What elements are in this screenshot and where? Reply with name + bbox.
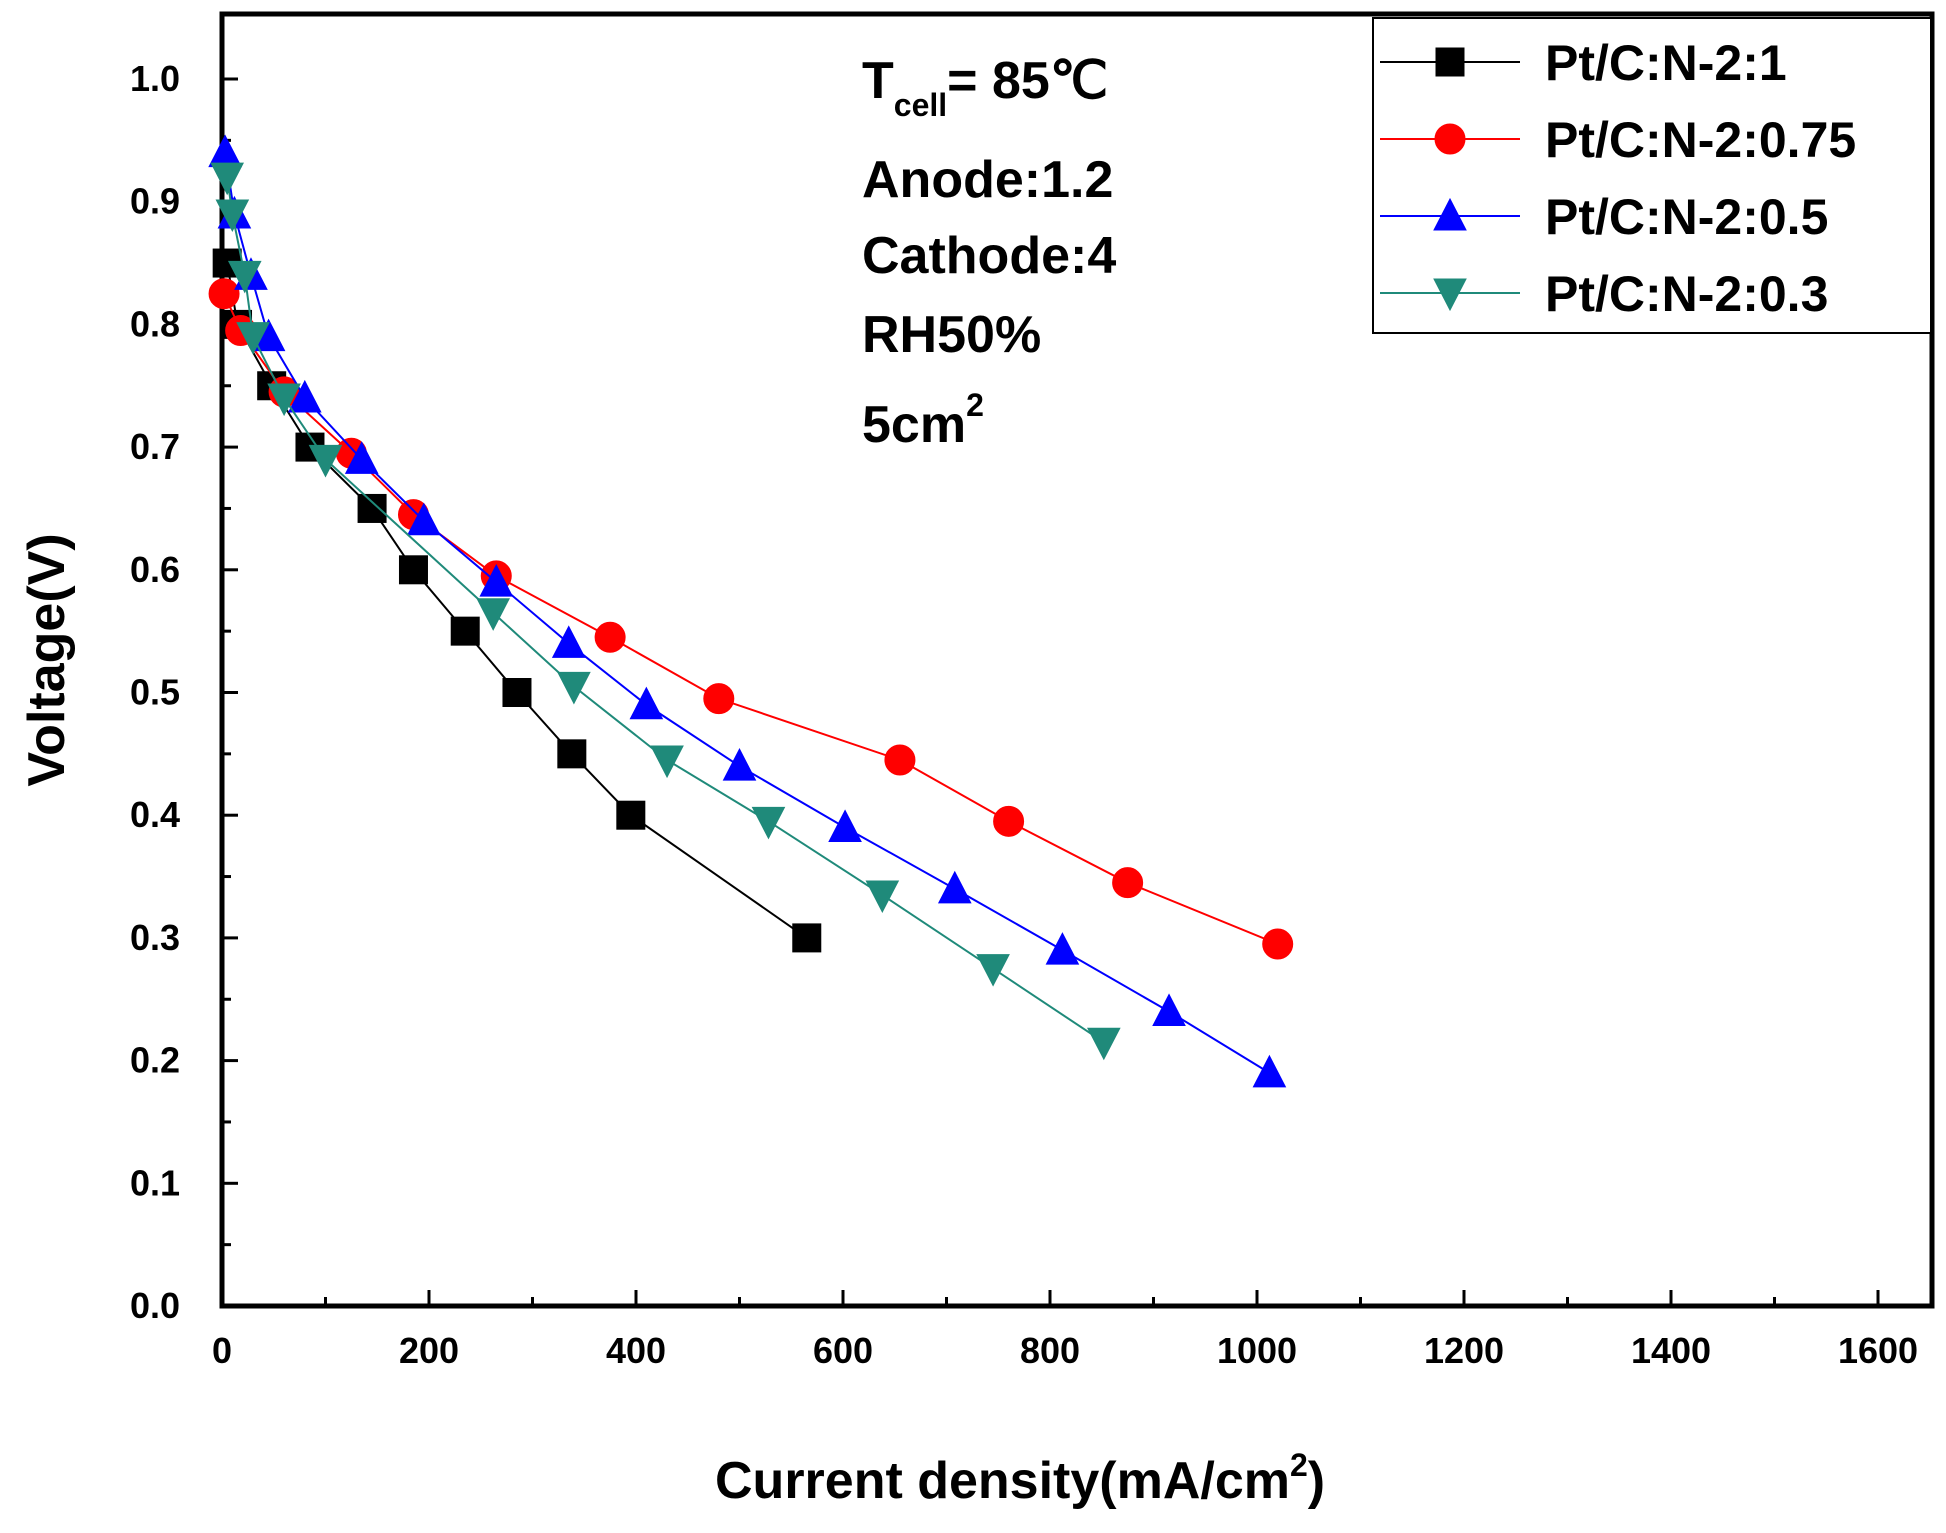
legend-item: Pt/C:N-2:0.3 — [1380, 266, 1828, 322]
x-tick-label: 800 — [1020, 1330, 1080, 1371]
data-point — [594, 621, 626, 653]
data-point — [208, 278, 240, 310]
data-point — [722, 748, 757, 781]
x-axis-title: Current density(mA/cm2) — [715, 1447, 1325, 1510]
plot-frame — [219, 11, 1935, 1309]
y-tick-label: 0.4 — [130, 794, 180, 835]
x-tick-label: 1000 — [1217, 1330, 1297, 1371]
legend-marker — [1434, 123, 1466, 155]
legend-item: Pt/C:N-2:0.75 — [1380, 112, 1856, 168]
x-tick-label: 200 — [399, 1330, 459, 1371]
series-line — [223, 293, 1279, 945]
data-point — [1262, 928, 1294, 960]
data-point — [792, 923, 822, 953]
x-tick-label: 600 — [813, 1330, 873, 1371]
x-tick-label: 1400 — [1631, 1330, 1711, 1371]
tcell-annotation: Tcell= 85℃ — [862, 52, 1108, 123]
data-point — [1045, 932, 1080, 965]
x-tick-label: 0 — [212, 1330, 232, 1371]
legend-item: Pt/C:N-2:1 — [1380, 35, 1787, 91]
data-point — [616, 800, 646, 830]
data-point — [357, 493, 387, 523]
data-point — [267, 383, 301, 417]
anode-annotation: Anode:1.2 — [862, 151, 1113, 209]
data-point — [227, 260, 262, 294]
data-point — [344, 441, 379, 474]
data-point — [450, 616, 480, 646]
y-tick-label: 1.0 — [130, 58, 180, 99]
data-point — [976, 954, 1010, 987]
series-line — [224, 152, 1270, 1074]
y-tick-label: 0.1 — [130, 1162, 180, 1203]
legend: Pt/C:N-2:1 Pt/C:N-2:0.75 Pt/C:N-2:0.5 Pt/C:… — [1372, 17, 1932, 334]
data-point — [208, 134, 242, 168]
data-point — [828, 809, 862, 842]
y-tick-label: 0.7 — [130, 426, 180, 467]
data-point — [884, 744, 916, 776]
x-tick-label: 400 — [606, 1330, 666, 1371]
data-point — [1112, 867, 1144, 899]
legend-label: Pt/C:N-2:0.5 — [1545, 189, 1828, 245]
legend-marker — [1435, 47, 1465, 77]
data-point — [650, 745, 684, 779]
legend-box — [1372, 17, 1932, 334]
series-layer — [208, 134, 1294, 1088]
x-axis-ticks: 0 200 400 600 800 1000 1200 1400 1600 — [212, 1290, 1918, 1371]
data-point — [407, 502, 441, 536]
series-2 — [208, 278, 1294, 960]
y-tick-label: 0.6 — [130, 549, 180, 590]
data-point — [215, 199, 250, 233]
legend-label: Pt/C:N-2:0.3 — [1545, 266, 1828, 322]
data-point — [993, 805, 1025, 837]
y-tick-label: 0.2 — [130, 1040, 180, 1081]
data-point — [287, 379, 322, 413]
data-point — [751, 806, 786, 840]
data-point — [479, 563, 514, 597]
rh-annotation: RH50% — [862, 306, 1041, 364]
data-point — [1252, 1054, 1287, 1088]
y-tick-label: 0.5 — [130, 672, 180, 713]
data-point — [308, 444, 343, 478]
data-point — [937, 870, 972, 904]
y-tick-label: 0.9 — [130, 181, 180, 222]
legend-marker — [1433, 278, 1467, 312]
x-tick-label: 1600 — [1838, 1330, 1918, 1371]
data-point — [502, 678, 532, 707]
legend-label: Pt/C:N-2:0.75 — [1545, 112, 1856, 168]
data-point — [703, 683, 735, 715]
data-point — [557, 671, 591, 705]
data-point — [557, 739, 587, 769]
series-4 — [210, 162, 1121, 1061]
data-point — [236, 322, 270, 355]
data-point — [1152, 993, 1186, 1027]
cathode-annotation: Cathode:4 — [862, 227, 1116, 285]
legend-marker — [1433, 197, 1467, 231]
y-axis-ticks: 0.0 0.1 0.2 0.3 0.4 0.5 0.6 0.7 0.8 0.9 1.0 — [130, 58, 238, 1326]
data-point — [1086, 1027, 1121, 1061]
data-point — [476, 598, 510, 631]
data-point — [398, 555, 428, 585]
area-annotation: 5cm2 — [862, 387, 984, 454]
data-point — [551, 625, 586, 658]
x-tick-label: 1200 — [1424, 1330, 1504, 1371]
data-point — [210, 162, 244, 196]
data-point — [629, 686, 664, 720]
legend-item: Pt/C:N-2:0.5 — [1380, 189, 1828, 245]
conditions-annotation: Tcell= 85℃ Anode:1.2 Cathode:4 RH50% 5cm… — [862, 52, 1116, 454]
y-tick-label: 0.8 — [130, 303, 180, 344]
y-tick-label: 0.3 — [130, 917, 180, 958]
y-tick-label: 0.0 — [130, 1285, 180, 1326]
data-point — [865, 880, 900, 914]
series-3 — [208, 134, 1287, 1088]
legend-label: Pt/C:N-2:1 — [1545, 35, 1787, 91]
y-axis-title: Voltage(V) — [18, 533, 76, 786]
